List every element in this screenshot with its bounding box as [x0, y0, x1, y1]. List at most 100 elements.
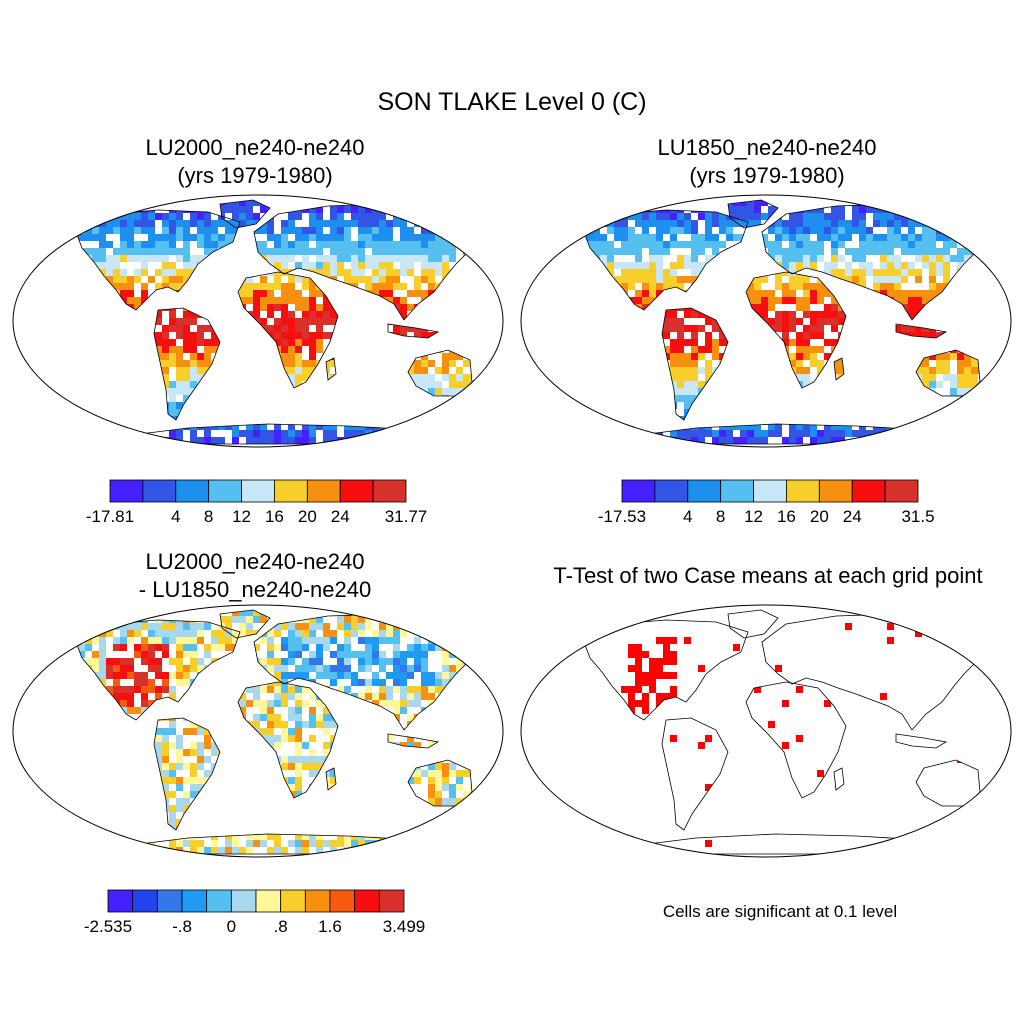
north-america-outline	[583, 209, 749, 311]
colorbar-tick-label: -.8	[172, 917, 192, 936]
map-panel-difference	[12, 604, 504, 858]
main-title: SON TLAKE Level 0 (C)	[377, 88, 647, 116]
colorbar-swatch	[378, 889, 405, 913]
australia-outline	[915, 759, 981, 807]
indonesia-outline	[895, 323, 948, 339]
data-cells	[76, 610, 488, 854]
map-border	[12, 604, 504, 858]
colorbar-swatch	[304, 889, 331, 913]
colorbar-tick-label: 0	[227, 917, 236, 936]
data-cells	[76, 200, 488, 444]
colorbar-tick-label: 24	[331, 507, 350, 526]
africa-outline	[237, 271, 339, 389]
panel-2-title-line2: (yrs 1979-1980)	[689, 163, 845, 188]
colorbar-swatch	[753, 479, 787, 503]
madagascar-outline	[833, 357, 845, 381]
greenland-outline	[219, 609, 271, 639]
panel-2-title-line1: LU1850_ne240-ne240	[657, 135, 877, 160]
coastlines	[583, 609, 997, 855]
colorbar-swatch	[654, 479, 689, 503]
colorbar-tick-label: 8	[716, 507, 725, 526]
data-cells	[584, 200, 996, 444]
colorbar-lu1850: -17.53 4 8 12 16 20 24 31.5	[598, 479, 935, 526]
colorbar-tick-label: 20	[810, 507, 829, 526]
colorbar-swatch	[132, 889, 158, 913]
colorbar-swatch	[621, 479, 656, 503]
madagascar-outline	[325, 767, 337, 791]
colorbar-swatch	[109, 479, 144, 503]
panel-1-title: LU2000_ne240-ne240 (yrs 1979-1980)	[60, 134, 450, 190]
colorbar-swatch	[208, 479, 242, 503]
greenland-outline	[727, 609, 779, 639]
colorbar-swatch	[206, 889, 232, 913]
africa-outline	[745, 271, 847, 389]
colorbar-tick-label: -17.81	[86, 507, 134, 526]
map-panel-lu1850	[520, 194, 1012, 448]
panel-3-title: LU2000_ne240-ne240 - LU1850_ne240-ne240	[60, 548, 450, 604]
colorbar-tick-label: -2.535	[84, 917, 132, 936]
panel-1-title-line1: LU2000_ne240-ne240	[145, 135, 365, 160]
colorbar-swatch	[372, 479, 407, 503]
colorbar-difference: -2.535 -.8 0 .8 1.6 3.499	[84, 889, 426, 936]
colorbar-swatch	[175, 479, 210, 503]
colorbar-tick-label: .8	[274, 917, 288, 936]
greenland-outline	[219, 199, 271, 229]
madagascar-outline	[833, 767, 845, 791]
map-border	[520, 604, 1012, 858]
colorbar-tick-label: 16	[777, 507, 796, 526]
south-america-outline	[153, 717, 221, 831]
colorbar-swatch	[274, 479, 308, 503]
south-america-outline	[661, 717, 729, 831]
colorbar-swatch	[181, 889, 208, 913]
colorbar-lu2000: -17.81 4 8 12 16 20 24 31.77	[86, 479, 428, 526]
colorbar-swatch	[107, 889, 134, 913]
map-panel-ttest	[520, 604, 1012, 858]
panel-4-title: T-Test of two Case means at each grid po…	[512, 562, 1024, 590]
colorbar-tick-label: -17.53	[598, 507, 646, 526]
colorbar-tick-label: 31.77	[385, 507, 428, 526]
north-america-outline	[75, 619, 241, 721]
colorbar-swatch	[142, 479, 177, 503]
colorbar-swatch	[306, 479, 341, 503]
colorbar-swatch	[255, 889, 282, 913]
indonesia-outline	[387, 323, 440, 339]
panel-3-title-line1: LU2000_ne240-ne240	[145, 549, 365, 574]
colorbar-swatch	[156, 889, 183, 913]
colorbar-swatch	[786, 479, 820, 503]
colorbar-tick-label: 24	[843, 507, 862, 526]
indonesia-outline	[387, 733, 440, 749]
colorbar-tick-label: 12	[744, 507, 763, 526]
panel-1-title-line2: (yrs 1979-1980)	[177, 163, 333, 188]
north-america-outline	[583, 619, 749, 721]
colorbar-tick-label: 1.6	[318, 917, 342, 936]
panel-4-title-line1: T-Test of two Case means at each grid po…	[553, 563, 983, 588]
north-america-outline	[75, 209, 241, 311]
colorbar-swatch	[818, 479, 853, 503]
colorbar-swatch	[230, 889, 257, 913]
madagascar-outline	[325, 357, 337, 381]
colorbar-swatch	[851, 479, 886, 503]
colorbar-tick-label: 20	[298, 507, 317, 526]
antarctica-outline	[615, 833, 948, 855]
africa-outline	[745, 681, 847, 799]
colorbar-tick-label: 12	[232, 507, 251, 526]
south-america-outline	[153, 307, 221, 421]
europe-asia-outline	[761, 613, 997, 731]
map-border	[520, 194, 1012, 448]
data-cells	[584, 616, 996, 854]
indonesia-outline	[895, 733, 948, 749]
map-border	[12, 194, 504, 448]
colorbar-swatch	[687, 479, 722, 503]
colorbar-swatch	[884, 479, 919, 503]
colorbar-tick-label: 4	[171, 507, 180, 526]
significance-note: Cells are significant at 0.1 level	[662, 902, 898, 921]
colorbar-tick-label: 3.499	[383, 917, 426, 936]
panel-3-title-line2: - LU1850_ne240-ne240	[138, 577, 372, 602]
map-panel-lu2000	[12, 194, 504, 448]
colorbar-swatch	[241, 479, 275, 503]
colorbar-tick-label: 4	[683, 507, 692, 526]
colorbar-swatch	[280, 889, 306, 913]
colorbar-swatch	[720, 479, 754, 503]
africa-outline	[237, 681, 339, 799]
colorbar-tick-label: 8	[204, 507, 213, 526]
